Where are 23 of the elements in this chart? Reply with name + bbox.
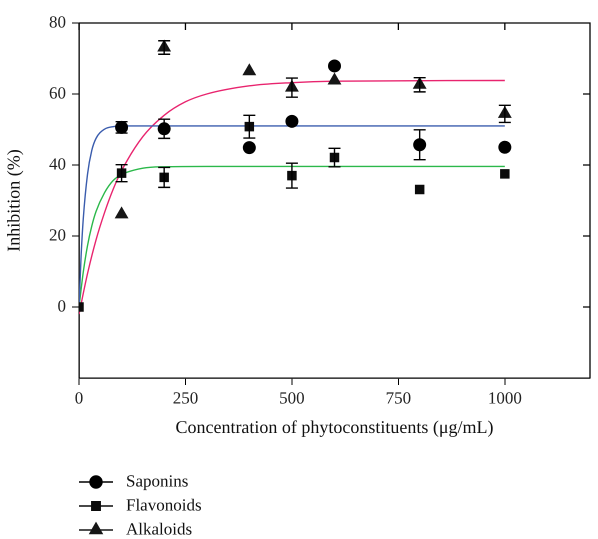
point <box>242 64 256 76</box>
y-axis-title: Inhibition (%) <box>4 149 24 252</box>
point <box>498 140 512 154</box>
legend-label: Alkaloids <box>126 519 192 538</box>
y-tick-label: 20 <box>49 225 66 244</box>
y-tick-label: 60 <box>49 83 66 102</box>
x-tick-label: 0 <box>74 388 84 408</box>
point <box>242 141 256 154</box>
point <box>328 73 342 85</box>
legend-label: Saponins <box>126 471 188 490</box>
x-tick-label: 500 <box>279 388 305 408</box>
point <box>285 114 298 128</box>
point <box>328 59 341 72</box>
x-tick-label: 1000 <box>488 388 522 408</box>
x-tick-label: 250 <box>172 388 198 408</box>
y-tick-label: 0 <box>58 296 66 316</box>
x-tick-label: 750 <box>386 388 412 408</box>
point <box>500 169 510 179</box>
y-tick-label: 40 <box>49 154 66 174</box>
legend-label: Flavonoids <box>126 495 202 514</box>
point <box>414 184 424 194</box>
x-axis-title: Concentration of phytoconstituents (μg/mL) <box>175 416 494 437</box>
y-tick-label: 80 <box>49 12 66 32</box>
